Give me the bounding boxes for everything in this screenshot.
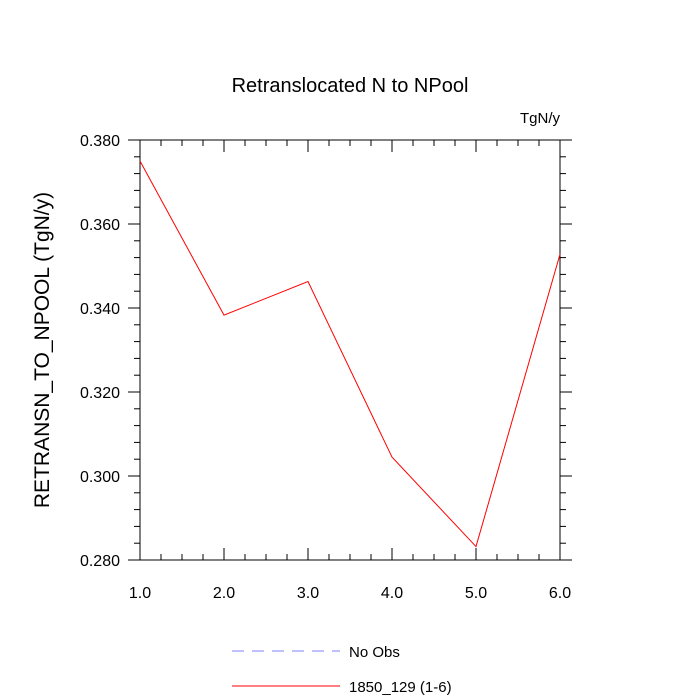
x-tick-label: 6.0 (549, 585, 571, 602)
legend: No Obs 1850_129 (1-6) (232, 644, 452, 696)
series-line (139, 160, 561, 548)
x-tick-label: 5.0 (465, 585, 487, 602)
y-tick-label: 0.280 (80, 553, 120, 570)
data-series (139, 160, 561, 548)
axis-ticks (128, 139, 572, 561)
y-tick-label: 0.360 (80, 217, 120, 234)
y-tick-label: 0.320 (80, 385, 120, 402)
plot-frame (139, 139, 561, 561)
x-tick-label: 3.0 (297, 585, 319, 602)
y-tick-label: 0.340 (80, 301, 120, 318)
chart-title: Retranslocated N to NPool (232, 75, 469, 97)
x-tick-label: 1.0 (129, 585, 151, 602)
x-tick-label: 4.0 (381, 585, 403, 602)
units-label: TgN/y (520, 110, 561, 127)
legend-entry-label: No Obs (349, 644, 400, 661)
y-tick-label: 0.380 (80, 133, 120, 150)
y-tick-label: 0.300 (80, 469, 120, 486)
x-tick-label: 2.0 (213, 585, 235, 602)
y-axis-label: RETRANSN_TO_NPOOL (TgN/y) (31, 192, 54, 508)
legend-entry-label: 1850_129 (1-6) (349, 679, 452, 696)
axis-tick-labels: 1.0 2.0 3.0 4.0 5.0 6.0 0.280 0.300 0.320 0.340 0.… (80, 133, 571, 602)
